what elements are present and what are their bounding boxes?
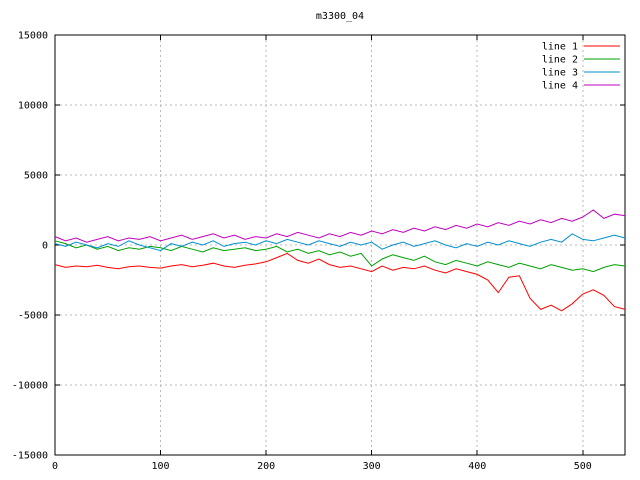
legend-label-3: line 3 [542,68,578,79]
legend-label-2: line 2 [542,55,578,66]
x-tick-label: 300 [363,461,381,472]
legend: line 1 line 2 line 3 line 4 [542,42,620,92]
legend-label-4: line 4 [542,81,578,92]
y-tick-label: 15000 [18,31,48,42]
tick-marks [54,34,625,456]
y-tick-labels: -15000 -10000 -5000 0 5000 10000 15000 [12,31,48,462]
x-tick-label: 500 [574,461,592,472]
series-line-2 [54,240,626,273]
series-lines [54,209,626,312]
chart-title: m3300_04 [316,11,364,22]
series-line-4 [54,209,626,243]
y-tick-label: 0 [42,241,48,252]
x-tick-label: 400 [468,461,486,472]
x-tick-label: 0 [52,461,58,472]
series-line-3 [54,233,626,252]
plot-area: 0 100 200 300 400 500 -15000 -10000 -5000 0 5000 10… [12,31,626,472]
y-tick-label: -5000 [18,311,48,322]
x-tick-label: 100 [152,461,170,472]
legend-label-1: line 1 [542,42,578,53]
y-tick-label: -15000 [12,451,48,462]
series-line-1 [54,252,626,312]
y-tick-label: 10000 [18,101,48,112]
x-tick-labels: 0 100 200 300 400 500 [52,461,592,472]
y-tick-label: 5000 [24,171,48,182]
y-tick-label: -10000 [12,381,48,392]
x-tick-label: 200 [257,461,275,472]
